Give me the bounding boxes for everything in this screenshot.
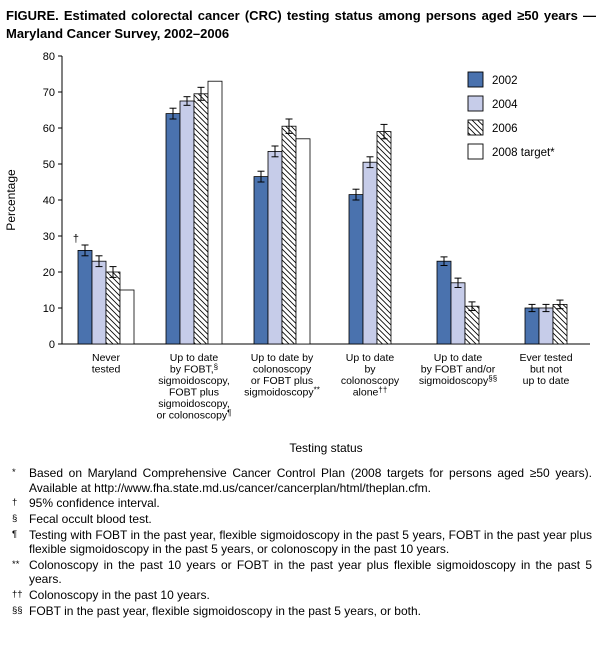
bar-2006-group1 <box>193 93 209 345</box>
x-category-label: colonoscopy <box>253 364 312 376</box>
x-axis-label: Testing status <box>289 441 362 455</box>
footnote-text: Colonoscopy in the past 10 years. <box>29 588 210 603</box>
footnote-text: 95% confidence interval. <box>29 496 160 511</box>
x-category-label: alone†† <box>353 386 388 399</box>
footnotes: * Based on Maryland Comprehensive Cancer … <box>0 464 604 618</box>
ci-dagger-annotation: † <box>73 233 79 245</box>
y-tick-label: 60 <box>43 123 55 135</box>
bar-2008target-group0 <box>119 289 135 345</box>
bar-2006-group5 <box>552 304 568 345</box>
x-category-label: sigmoidoscopy** <box>244 386 320 399</box>
legend-swatch-2006 <box>467 119 484 136</box>
bar-2004-group5 <box>538 307 554 345</box>
y-tick-label: 30 <box>43 231 55 243</box>
legend-label: 2004 <box>492 99 518 111</box>
x-category-label: tested <box>92 364 121 376</box>
footnote-marker: § <box>12 512 18 524</box>
x-category-label: by FOBT,§ <box>170 363 218 376</box>
bar-2008target-group2 <box>295 138 311 345</box>
legend-swatch-2008target <box>467 143 484 160</box>
x-category-label: by FOBT and/or <box>421 364 496 376</box>
legend-swatch-2004 <box>467 95 484 112</box>
bar-2002-group1 <box>165 113 181 345</box>
bar-2004-group1 <box>179 100 195 345</box>
footnote-text: Fecal occult blood test. <box>29 511 152 526</box>
x-category-label: sigmoidoscopy, <box>158 398 230 410</box>
x-category-label: Never <box>92 352 121 364</box>
bar-2004-group3 <box>362 161 378 345</box>
figure-title: FIGURE. Estimated colorectal cancer (CRC… <box>6 8 596 41</box>
x-category-label: by <box>364 364 376 376</box>
x-category-label: or colonoscopy¶ <box>157 409 232 422</box>
x-category-label: Up to date <box>346 352 395 364</box>
footnote-marker: ¶ <box>12 528 18 540</box>
y-tick-label: 0 <box>49 339 55 351</box>
bar-2006-group3 <box>376 131 392 345</box>
bar-2002-group3 <box>348 194 364 345</box>
y-tick-label: 40 <box>43 195 55 207</box>
x-category-label: Up to date by <box>251 352 314 364</box>
footnote: § Fecal occult blood test. <box>12 512 592 527</box>
x-category-label: sigmoidoscopy§§ <box>419 374 497 387</box>
y-tick-label: 80 <box>43 51 55 63</box>
footnote-marker: ** <box>12 558 20 570</box>
bar-2006-group4 <box>464 305 480 345</box>
x-category-label: Up to date <box>434 352 483 364</box>
footnote: * Based on Maryland Comprehensive Cancer … <box>12 466 592 495</box>
footnote: §§ FOBT in the past year, flexible sigmoi… <box>12 604 592 619</box>
legend-label: 2002 <box>492 75 518 87</box>
y-tick-label: 20 <box>43 267 55 279</box>
y-tick-label: 50 <box>43 159 55 171</box>
x-category-label: Up to date <box>170 352 219 364</box>
bar-2008target-group1 <box>207 80 223 345</box>
legend-label: 2006 <box>492 123 518 135</box>
footnote-text: Colonoscopy in the past 10 years or FOBT… <box>29 557 592 587</box>
bar-2004-group2 <box>267 151 283 345</box>
x-category-label: or FOBT plus <box>251 375 313 387</box>
y-axis-label: Percentage <box>4 169 18 231</box>
footnote: ¶ Testing with FOBT in the past year, fle… <box>12 528 592 557</box>
bar-2002-group2 <box>253 176 269 345</box>
footnote-text: FOBT in the past year, flexible sigmoido… <box>29 603 421 618</box>
bar-2006-group2 <box>281 125 297 345</box>
x-category-label: sigmoidoscopy, <box>158 375 230 387</box>
footnote-text: Based on Maryland Comprehensive Cancer C… <box>29 466 592 495</box>
footnote: ** Colonoscopy in the past 10 years or FO… <box>12 558 592 587</box>
x-category-label: colonoscopy <box>341 375 400 387</box>
bar-2004-group0 <box>91 260 107 345</box>
legend-label: 2008 target* <box>492 147 555 159</box>
x-category-label: FOBT plus <box>169 387 219 399</box>
bar-2004-group4 <box>450 282 466 345</box>
footnote-marker: †† <box>12 589 23 601</box>
bar-2002-group4 <box>436 260 452 345</box>
bar-2006-group0 <box>105 271 121 345</box>
legend-swatch-2002 <box>467 71 484 88</box>
bar-2002-group5 <box>524 307 540 345</box>
footnote: † 95% confidence interval. <box>12 496 592 511</box>
footnote-text: Testing with FOBT in the past year, flex… <box>29 527 592 557</box>
footnote-marker: * <box>12 467 16 479</box>
x-category-label: Ever tested <box>519 352 572 364</box>
bar-2002-group0 <box>77 250 93 345</box>
footnote-marker: §§ <box>12 604 23 616</box>
x-category-label: but not <box>530 364 562 376</box>
footnote-marker: † <box>12 497 18 509</box>
x-category-label: up to date <box>523 375 570 387</box>
y-tick-label: 10 <box>43 303 55 315</box>
y-tick-label: 70 <box>43 87 55 99</box>
footnote: †† Colonoscopy in the past 10 years. <box>12 588 592 603</box>
